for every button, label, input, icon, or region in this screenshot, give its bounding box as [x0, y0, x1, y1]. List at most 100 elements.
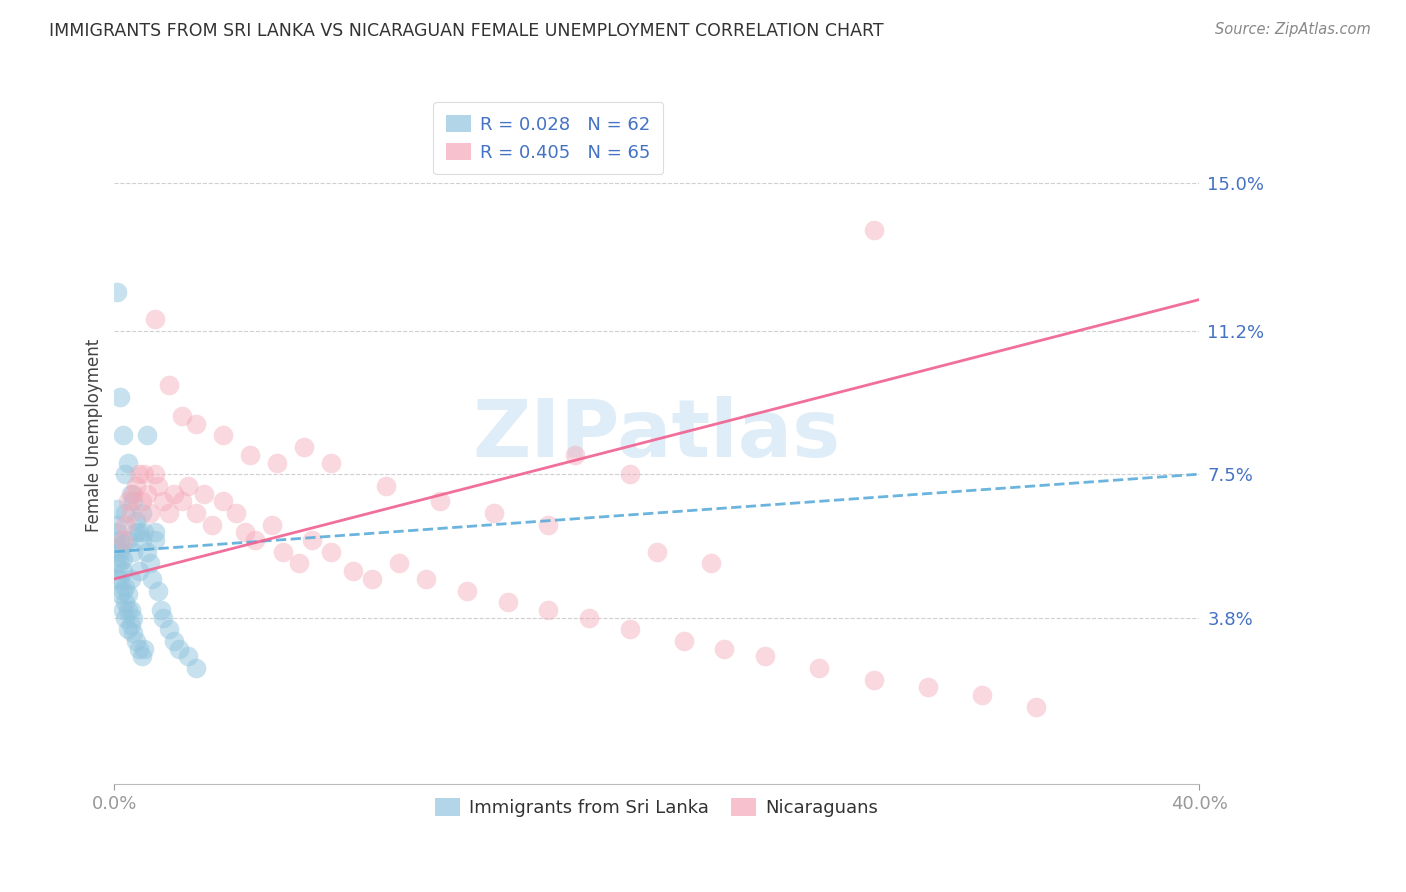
- Point: [496, 595, 519, 609]
- Point: [172, 494, 194, 508]
- Point: [134, 467, 156, 482]
- Point: [108, 557, 131, 571]
- Point: [105, 572, 128, 586]
- Point: [122, 486, 145, 500]
- Point: [239, 448, 262, 462]
- Point: [163, 486, 186, 500]
- Point: [111, 564, 134, 578]
- Point: [388, 557, 411, 571]
- Point: [117, 603, 139, 617]
- Point: [672, 634, 695, 648]
- Point: [146, 479, 169, 493]
- Point: [970, 688, 993, 702]
- Point: [122, 545, 145, 559]
- Point: [862, 223, 884, 237]
- Point: [131, 506, 153, 520]
- Point: [125, 514, 148, 528]
- Point: [212, 494, 235, 508]
- Point: [125, 634, 148, 648]
- Point: [321, 456, 343, 470]
- Point: [117, 587, 139, 601]
- Point: [862, 673, 884, 687]
- Point: [128, 467, 150, 482]
- Point: [193, 486, 215, 500]
- Point: [169, 641, 191, 656]
- Point: [157, 378, 180, 392]
- Point: [114, 580, 136, 594]
- Point: [288, 557, 311, 571]
- Point: [114, 595, 136, 609]
- Point: [292, 440, 315, 454]
- Point: [163, 634, 186, 648]
- Point: [619, 467, 641, 482]
- Point: [415, 572, 437, 586]
- Point: [172, 409, 194, 423]
- Point: [808, 661, 831, 675]
- Point: [225, 506, 247, 520]
- Point: [578, 610, 600, 624]
- Point: [143, 533, 166, 547]
- Point: [117, 494, 139, 508]
- Point: [105, 285, 128, 299]
- Y-axis label: Female Unemployment: Female Unemployment: [86, 339, 103, 532]
- Point: [143, 467, 166, 482]
- Point: [111, 583, 134, 598]
- Point: [108, 545, 131, 559]
- Point: [429, 494, 451, 508]
- Point: [201, 517, 224, 532]
- Text: Source: ZipAtlas.com: Source: ZipAtlas.com: [1215, 22, 1371, 37]
- Point: [245, 533, 267, 547]
- Point: [117, 456, 139, 470]
- Point: [128, 564, 150, 578]
- Point: [111, 552, 134, 566]
- Point: [143, 525, 166, 540]
- Point: [176, 479, 198, 493]
- Point: [131, 494, 153, 508]
- Point: [260, 517, 283, 532]
- Point: [114, 610, 136, 624]
- Point: [122, 626, 145, 640]
- Point: [645, 545, 668, 559]
- Point: [152, 494, 174, 508]
- Point: [271, 545, 294, 559]
- Point: [146, 583, 169, 598]
- Point: [301, 533, 323, 547]
- Point: [105, 557, 128, 571]
- Point: [138, 557, 160, 571]
- Point: [266, 456, 288, 470]
- Point: [184, 661, 207, 675]
- Point: [108, 587, 131, 601]
- Point: [233, 525, 256, 540]
- Text: ZIPatlas: ZIPatlas: [472, 396, 841, 475]
- Point: [564, 448, 586, 462]
- Point: [111, 603, 134, 617]
- Point: [105, 541, 128, 555]
- Point: [1025, 699, 1047, 714]
- Point: [114, 467, 136, 482]
- Point: [114, 506, 136, 520]
- Point: [125, 479, 148, 493]
- Point: [120, 603, 142, 617]
- Point: [184, 506, 207, 520]
- Legend: Immigrants from Sri Lanka, Nicaraguans: Immigrants from Sri Lanka, Nicaraguans: [427, 791, 886, 824]
- Point: [105, 502, 128, 516]
- Point: [136, 486, 159, 500]
- Point: [361, 572, 384, 586]
- Point: [157, 506, 180, 520]
- Point: [108, 572, 131, 586]
- Point: [122, 610, 145, 624]
- Point: [141, 572, 163, 586]
- Point: [131, 533, 153, 547]
- Point: [134, 641, 156, 656]
- Point: [482, 506, 505, 520]
- Point: [176, 649, 198, 664]
- Point: [157, 622, 180, 636]
- Point: [136, 545, 159, 559]
- Point: [537, 603, 560, 617]
- Point: [120, 506, 142, 520]
- Point: [131, 649, 153, 664]
- Point: [117, 622, 139, 636]
- Point: [321, 545, 343, 559]
- Point: [111, 537, 134, 551]
- Point: [120, 618, 142, 632]
